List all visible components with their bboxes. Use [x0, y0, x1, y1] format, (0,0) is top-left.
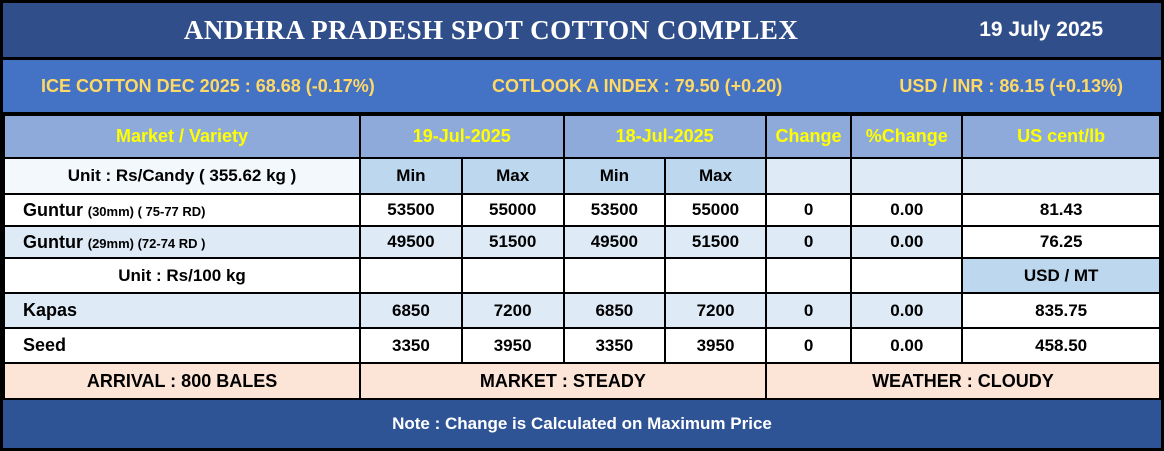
unit-label-rs-candy: Unit : Rs/Candy ( 355.62 kg ) — [3, 157, 362, 195]
col-header-us-cent-lb: US cent/lb — [961, 114, 1161, 159]
empty-cell — [764, 257, 853, 294]
market-name: Seed — [23, 335, 67, 355]
cell-pct-change: 0.00 — [850, 225, 964, 259]
ticker-usd-inr: USD / INR : 86.15 (+0.13%) — [899, 75, 1123, 96]
note-text: Note : Change is Calculated on Maximum P… — [392, 414, 772, 433]
empty-cell — [850, 257, 964, 294]
cell-18jul-min: 53500 — [562, 193, 667, 227]
cell-19jul-max: 51500 — [460, 225, 565, 259]
cell-change: 0 — [764, 193, 853, 227]
subheader-max-19: Max — [460, 157, 565, 195]
cell-19jul-min: 53500 — [359, 193, 463, 227]
empty-cell — [460, 257, 565, 294]
empty-cell — [764, 157, 853, 195]
market-variety-cell: Guntur (29mm) (72-74 RD ) — [3, 225, 362, 259]
cell-18jul-min: 49500 — [562, 225, 667, 259]
cell-18jul-max: 7200 — [664, 292, 767, 329]
title-bar: ANDHRA PRADESH SPOT COTTON COMPLEX 19 Ju… — [3, 3, 1161, 60]
col-header-market-variety: Market / Variety — [3, 114, 362, 159]
table-row-guntur-29mm: Guntur (29mm) (72-74 RD ) 49500 51500 49… — [3, 225, 1161, 259]
empty-cell — [850, 157, 964, 195]
market-variety-cell: Seed — [3, 327, 362, 364]
empty-cell — [359, 257, 463, 294]
cell-18jul-min: 6850 — [562, 292, 667, 329]
market-name: Guntur — [23, 231, 83, 252]
cell-pct-change: 0.00 — [850, 292, 964, 329]
market-name: Kapas — [23, 300, 78, 320]
cell-change: 0 — [764, 225, 853, 259]
weather-cell: WEATHER : CLOUDY — [764, 362, 1161, 400]
table-row-guntur-30mm: Guntur (30mm) ( 75-77 RD) 53500 55000 53… — [3, 193, 1161, 227]
market-variety-cell: Kapas — [3, 292, 362, 329]
cell-usd-mt: 835.75 — [961, 292, 1161, 329]
subheader-min-18: Min — [562, 157, 667, 195]
market-spec: (29mm) (72-74 RD ) — [87, 235, 206, 251]
summary-row: ARRIVAL : 800 BALES MARKET : STEADY WEAT… — [3, 362, 1161, 400]
cell-18jul-max: 55000 — [664, 193, 767, 227]
cell-usd-mt: 458.50 — [961, 327, 1161, 364]
note-bar: Note : Change is Calculated on Maximum P… — [3, 400, 1161, 448]
arrival-cell: ARRIVAL : 800 BALES — [3, 362, 362, 400]
market-variety-cell: Guntur (30mm) ( 75-77 RD) — [3, 193, 362, 227]
ticker-cotlook-a-index: COTLOOK A INDEX : 79.50 (+0.20) — [491, 75, 783, 96]
cell-us-cent: 76.25 — [961, 225, 1161, 259]
cell-pct-change: 0.00 — [850, 193, 964, 227]
unit-100kg-row: Unit : Rs/100 kg USD / MT — [3, 257, 1161, 294]
market-status-cell: MARKET : STEADY — [359, 362, 767, 400]
cell-18jul-max: 3950 — [664, 327, 767, 364]
cell-19jul-min: 6850 — [359, 292, 463, 329]
col-header-18-jul: 18-Jul-2025 — [562, 114, 767, 159]
cell-19jul-max: 55000 — [460, 193, 565, 227]
cell-pct-change: 0.00 — [850, 327, 964, 364]
col-header-change: Change — [764, 114, 853, 159]
ticker-strip: ICE COTTON DEC 2025 : 68.68 (-0.17%) COT… — [3, 60, 1161, 114]
cell-19jul-max: 3950 — [460, 327, 565, 364]
col-header-19-jul: 19-Jul-2025 — [359, 114, 565, 159]
unit-label-rs-100kg: Unit : Rs/100 kg — [3, 257, 362, 294]
table-header-row: Market / Variety 19-Jul-2025 18-Jul-2025… — [3, 114, 1161, 159]
page-title: ANDHRA PRADESH SPOT COTTON COMPLEX — [183, 14, 799, 45]
cell-19jul-min: 49500 — [359, 225, 463, 259]
cell-18jul-max: 51500 — [664, 225, 767, 259]
cell-change: 0 — [764, 292, 853, 329]
empty-cell — [562, 257, 667, 294]
cell-19jul-min: 3350 — [359, 327, 463, 364]
ticker-ice-cotton: ICE COTTON DEC 2025 : 68.68 (-0.17%) — [41, 75, 375, 96]
market-spec: (30mm) ( 75-77 RD) — [87, 203, 206, 219]
subheader-max-18: Max — [664, 157, 767, 195]
unit-candy-row: Unit : Rs/Candy ( 355.62 kg ) Min Max Mi… — [3, 157, 1161, 195]
subheader-min-19: Min — [359, 157, 463, 195]
table-row-kapas: Kapas 6850 7200 6850 7200 0 0.00 835.75 — [3, 292, 1161, 329]
price-table: Market / Variety 19-Jul-2025 18-Jul-2025… — [3, 114, 1161, 400]
cell-us-cent: 81.43 — [961, 193, 1161, 227]
cell-change: 0 — [764, 327, 853, 364]
cell-18jul-min: 3350 — [562, 327, 667, 364]
col-header-pct-change: %Change — [850, 114, 964, 159]
cell-19jul-max: 7200 — [460, 292, 565, 329]
empty-cell — [664, 257, 767, 294]
empty-cell — [961, 157, 1161, 195]
report-date: 19 July 2025 — [979, 18, 1103, 41]
table-row-seed: Seed 3350 3950 3350 3950 0 0.00 458.50 — [3, 327, 1161, 364]
market-name: Guntur — [23, 199, 83, 220]
subheader-usd-mt: USD / MT — [961, 257, 1161, 294]
